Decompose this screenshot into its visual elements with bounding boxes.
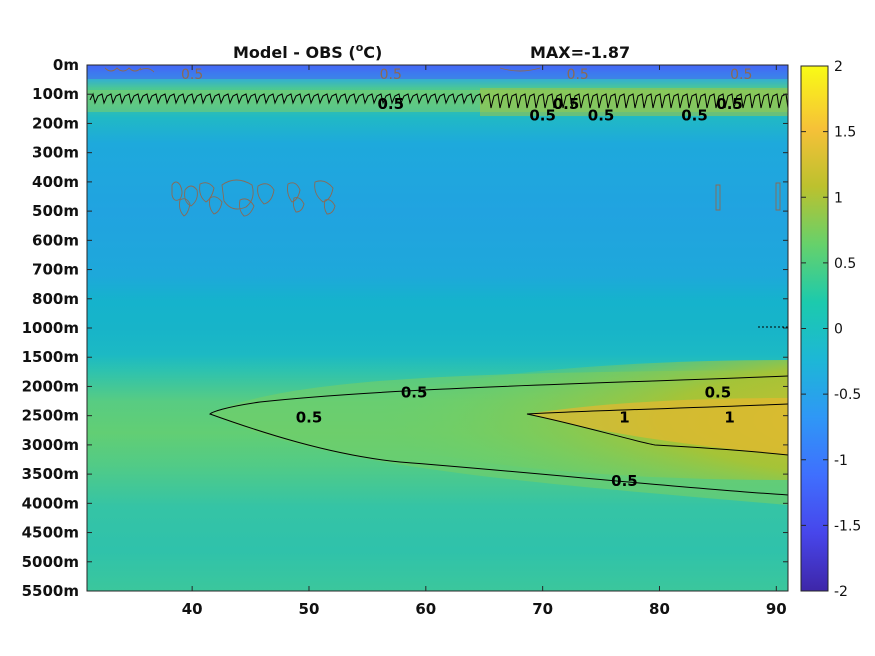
x-tick-label: 80 [649,600,670,618]
y-tick-label: 100m [32,85,79,103]
contour-label: 0.5 [611,472,638,490]
chart-title: Model - OBS (oC) [233,41,382,62]
x-tick-label: 70 [532,600,553,618]
contour-label: 0.5 [567,67,589,83]
y-tick-label: 0m [53,56,79,74]
max-label: MAX=-1.87 [530,43,630,62]
contour-label: 1 [619,409,629,427]
contour-label: 0.5 [529,106,556,124]
contour-label: 0.5 [181,67,203,83]
contour-grey-cluster [171,179,781,217]
contour-label: 0.5 [401,383,428,401]
y-tick-label: 5000m [22,553,79,571]
colorbar-tick-label: -1 [834,453,848,469]
y-axis: 0m 100m 200m 300m 400m 500m 600m 700m 800m 1000m 1… [22,56,788,600]
colorbar-axis: 2 1.5 1 0.5 0 -0.5 -1 -1.5 -2 [801,59,861,600]
contour-label: 0.5 [730,67,752,83]
y-tick-label: 5500m [22,582,79,600]
heatmap-area [87,65,788,591]
y-tick-label: 3000m [22,436,79,454]
colorbar-tick-label: -2 [834,584,848,600]
colorbar-tick-label: 2 [834,59,843,75]
contour-label: 0.5 [716,95,743,113]
colorbar-tick-label: 0.5 [834,256,856,272]
colorbar-tick-label: 1.5 [834,125,856,141]
colorbar-tick-label: 0 [834,322,843,338]
colorbar-tick-label: 1 [834,190,843,206]
colorbar-tick-label: -0.5 [834,387,861,403]
y-tick-label: 1000m [22,319,79,337]
y-tick-label: 4000m [22,494,79,512]
x-tick-label: 60 [415,600,436,618]
x-tick-label: 50 [299,600,320,618]
contour-labels: 0.5 0.5 0.5 0.50.50.50.50.50.50.50.50.50.51… [181,67,752,490]
contour-label: 0.5 [553,95,580,113]
contour-label: 0.5 [296,409,323,427]
y-tick-label: 600m [32,231,79,249]
y-tick-label: 2000m [22,377,79,395]
y-tick-label: 300m [32,144,79,162]
x-axis: 40 50 60 70 80 90 [182,65,787,618]
y-tick-label: 500m [32,202,79,220]
x-tick-label: 40 [182,600,203,618]
y-tick-label: 4500m [22,524,79,542]
x-tick-label: 90 [766,600,787,618]
y-tick-label: 800m [32,290,79,308]
contour-label: 1 [724,409,734,427]
contour-line-1 [526,403,788,456]
contour-label: 0.5 [705,383,732,401]
contour-label: 0.5 [377,95,404,113]
y-tick-label: 200m [32,114,79,132]
y-tick-label: 1500m [22,348,79,366]
y-tick-label: 700m [32,261,79,279]
contour-line-0.5-deep [209,375,788,496]
contour-label: 0.5 [588,106,615,124]
y-tick-label: 3500m [22,465,79,483]
contour-label: 0.5 [681,106,708,124]
colorbar-tick-label: -1.5 [834,518,861,534]
y-tick-label: 400m [32,173,79,191]
contour-label: 0.5 [380,67,402,83]
contour-grey-surface [104,67,541,73]
contour-line-0.5-surface [89,92,788,109]
y-tick-label: 2500m [22,407,79,425]
